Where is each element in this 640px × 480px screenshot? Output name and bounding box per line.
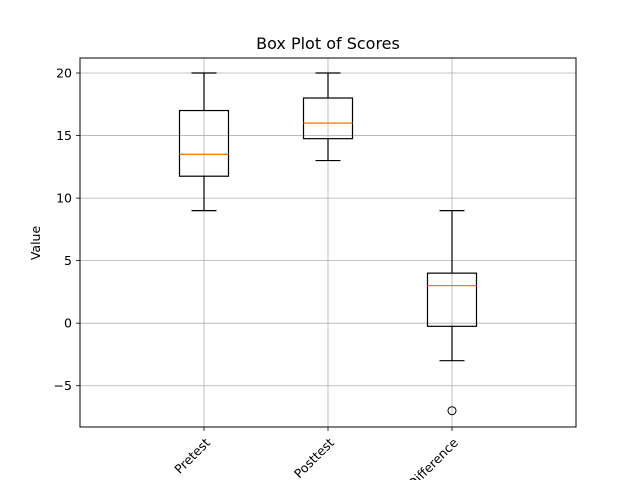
y-axis-label: Value [28, 226, 43, 261]
box-difference [426, 210, 478, 416]
outlier-point-0 [447, 406, 457, 416]
y-tick-label-3: 10 [56, 191, 72, 206]
y-tick-label-5: 20 [56, 66, 72, 81]
iqr-box [426, 272, 478, 327]
x-tick-label-1: Posttest [291, 435, 337, 480]
y-tick-label-1: 0 [64, 316, 72, 331]
box-posttest [302, 72, 354, 162]
boxes-layer [178, 72, 478, 416]
y-tick-label-4: 15 [56, 128, 72, 143]
iqr-box [178, 109, 230, 177]
y-tick-label-2: 5 [64, 253, 72, 268]
grid-lines [80, 58, 576, 427]
x-tick-label-2: Difference [405, 435, 461, 480]
x-axis-ticks: Pretest Posttest Difference [171, 427, 461, 480]
box-pretest [178, 72, 230, 212]
iqr-box [302, 97, 354, 140]
chart-title: Box Plot of Scores [256, 34, 400, 53]
y-axis-ticks: −5 0 5 10 15 20 [54, 66, 80, 393]
y-tick-label-0: −5 [54, 378, 72, 393]
x-tick-label-0: Pretest [171, 435, 213, 477]
